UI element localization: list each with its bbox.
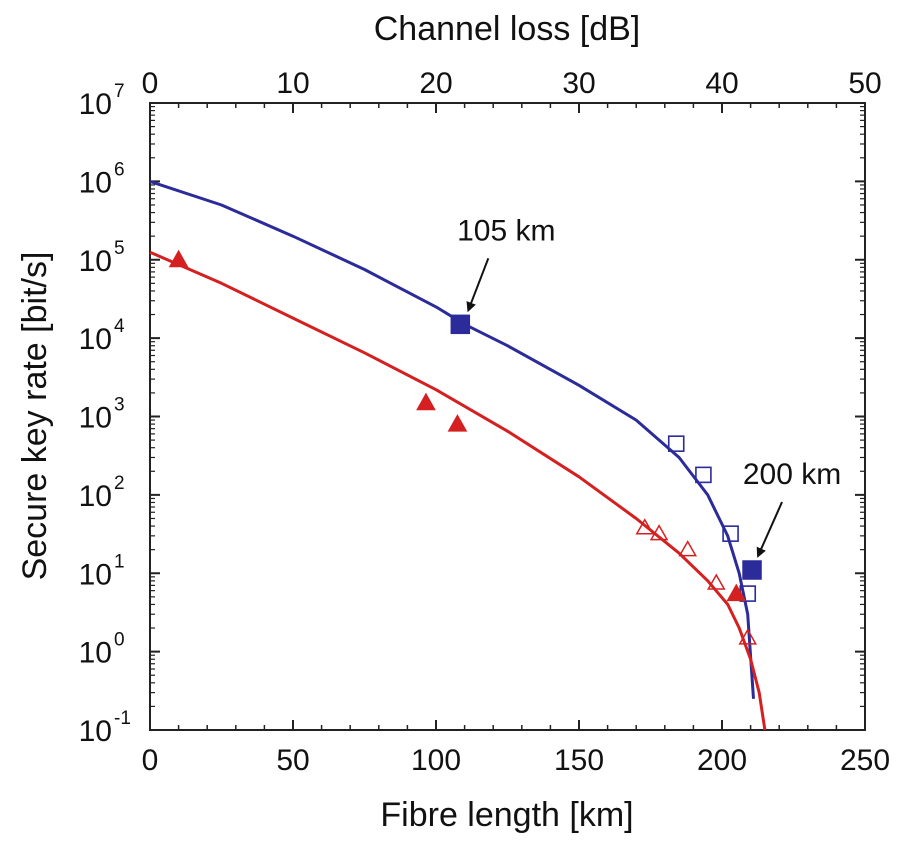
y-tick-label: 10 -1 — [79, 708, 131, 748]
x-tick-label: 200 — [697, 744, 747, 777]
red-open-triangle-point — [706, 573, 726, 590]
x2-tick-label: 10 — [276, 67, 309, 100]
x-tick-labels: 0 50 100 150 200 250 — [142, 744, 890, 777]
red-filled-triangle-point — [447, 414, 468, 432]
y-tick-base: 10 — [79, 166, 112, 199]
blue-open-square-point — [695, 466, 712, 484]
x2-axis-label: Channel loss [dB] — [374, 10, 641, 48]
y-axis-label: Secure key rate [bit/s] — [16, 252, 54, 581]
red-open-triangle-point — [738, 628, 758, 645]
y-tick-label: 10 0 — [79, 630, 125, 670]
x2-tick-label: 0 — [142, 67, 159, 100]
y-tick-base: 10 — [79, 88, 112, 121]
blue-fit-line — [149, 179, 755, 699]
annotation-105km-arrow — [466, 257, 490, 313]
y-tick-exponent: 3 — [114, 395, 125, 416]
x-tick-label: 150 — [554, 744, 604, 777]
red-filled-triangle-point — [726, 583, 747, 602]
x-axis-label: Fibre length [km] — [380, 796, 633, 834]
y-tick-base: 10 — [79, 715, 112, 748]
y-tick-base: 10 — [79, 245, 112, 278]
y-tick-exponent: 5 — [114, 238, 125, 259]
blue-filled-square-point — [450, 314, 471, 335]
x2-tick-label: 40 — [705, 67, 738, 100]
y-tick-exponent: -1 — [114, 708, 131, 729]
y-tick-label: 10 4 — [79, 316, 125, 356]
series-layer — [149, 179, 767, 731]
y-tick-label: 10 1 — [79, 551, 125, 591]
y-tick-label: 10 6 — [79, 159, 125, 199]
y-tick-label: 10 3 — [79, 395, 125, 435]
annotation-200km-arrow — [756, 501, 783, 558]
y-tick-base: 10 — [79, 637, 112, 670]
y-tick-exponent: 1 — [114, 551, 125, 572]
annotation-200km-label: 200 km — [743, 458, 841, 491]
x-tick-label: 50 — [276, 744, 309, 777]
annotation-105km-label: 105 km — [457, 214, 555, 247]
x-tick-label: 0 — [142, 744, 159, 777]
red-filled-triangle-point — [416, 392, 436, 411]
y-tick-exponent: 4 — [114, 316, 125, 337]
y-tick-exponent: 7 — [114, 81, 125, 102]
tick-marks — [150, 103, 865, 730]
y-tick-base: 10 — [79, 558, 112, 591]
y-tick-exponent: 6 — [114, 159, 125, 180]
y-tick-label: 10 5 — [79, 238, 125, 278]
red-open-triangle-point — [678, 540, 697, 557]
x2-tick-labels: 0 10 20 30 40 50 — [142, 67, 882, 100]
blue-open-square-point — [722, 525, 739, 542]
annotation-layer: 105 km 200 km — [457, 214, 841, 558]
y-tick-label: 10 7 — [79, 81, 125, 121]
x2-tick-label: 20 — [419, 67, 452, 100]
x2-tick-label: 50 — [848, 67, 881, 100]
red-filled-triangle-point — [168, 249, 189, 268]
y-tick-base: 10 — [79, 402, 112, 435]
red-open-triangle-point — [649, 524, 669, 541]
y-tick-exponent: 2 — [114, 473, 125, 494]
red-open-triangle-point — [635, 518, 655, 535]
plot-frame — [149, 102, 866, 731]
blue-open-square-point — [667, 435, 685, 452]
x2-tick-label: 30 — [562, 67, 595, 100]
red-fit-line — [149, 250, 767, 731]
blue-filled-square-point — [742, 560, 762, 580]
y-tick-base: 10 — [79, 323, 112, 356]
x-tick-label: 250 — [840, 744, 890, 777]
y-tick-exponent: 0 — [114, 630, 125, 651]
y-tick-base: 10 — [79, 480, 112, 513]
y-tick-label: 10 2 — [79, 473, 125, 513]
x-tick-label: 100 — [411, 744, 461, 777]
